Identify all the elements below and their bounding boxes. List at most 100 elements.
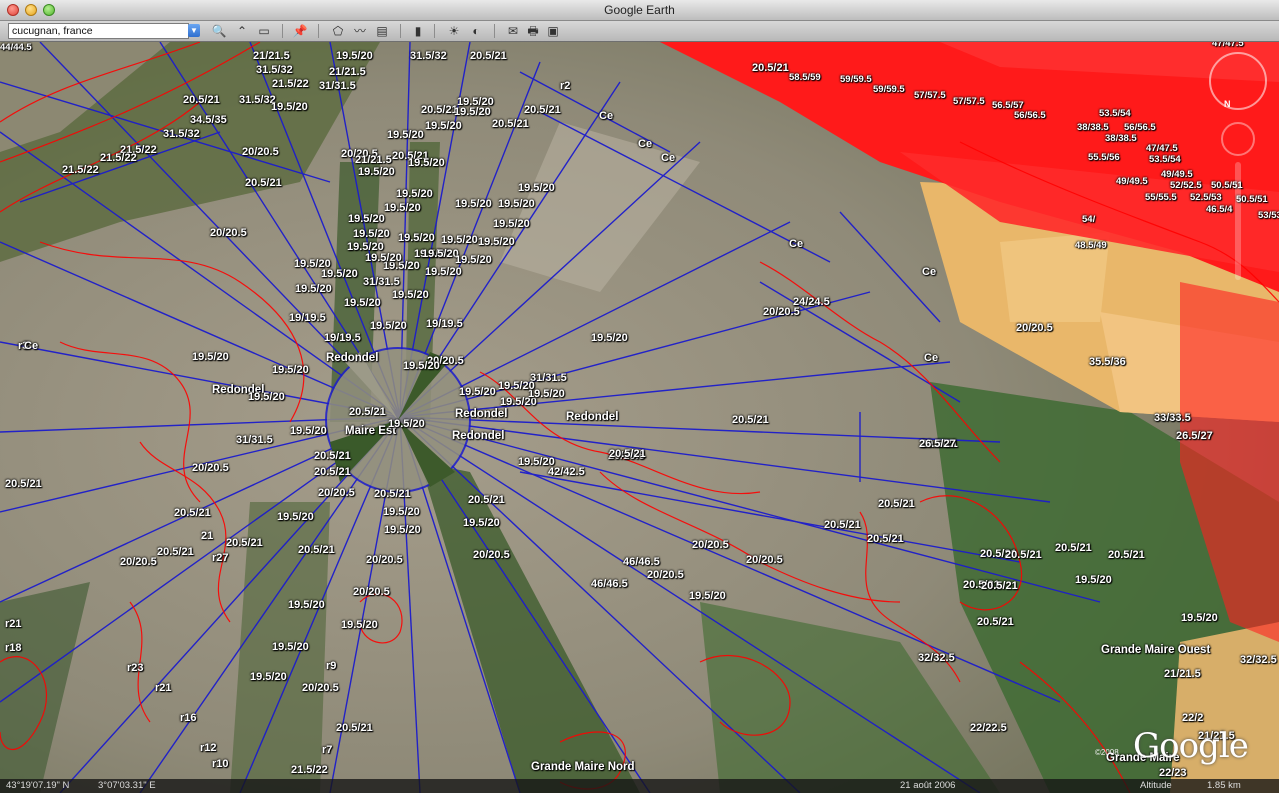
- parcel-label: 19/19.5: [289, 312, 326, 324]
- parcel-label: 22/23: [1159, 767, 1187, 779]
- parcel-label: 47/47.5: [1212, 42, 1244, 49]
- parcel-label: 55.5/56: [1088, 152, 1120, 163]
- google-logo: Google: [1133, 726, 1249, 766]
- parcel-label: 19.5/20: [396, 188, 433, 200]
- parcel-label: 52/52.5: [1170, 180, 1202, 191]
- parcel-label: 34.5/35: [190, 114, 227, 126]
- zoom-slider[interactable]: [1235, 162, 1241, 280]
- parcel-label: 20/20.5: [366, 554, 403, 566]
- parcel-label: 19.5/20: [365, 252, 402, 264]
- parcel-label: 20.5/21: [183, 94, 220, 106]
- parcel-label: 20/20.5: [318, 487, 355, 499]
- parcel-label: 42/42.5: [548, 466, 585, 478]
- parcel-label: Ce: [638, 138, 653, 150]
- look-joystick-icon[interactable]: [1221, 122, 1255, 156]
- parcel-label: 53.5/54: [1149, 154, 1181, 165]
- parcel-label: 31/31.5: [319, 80, 356, 92]
- parcel-label: 55/55.5: [1145, 192, 1177, 203]
- parcel-label: 22/2: [1182, 712, 1204, 724]
- toolbar-divider: [318, 24, 319, 38]
- print-button[interactable]: 🖶: [527, 24, 539, 38]
- parcel-label: 31.5/32: [410, 50, 447, 62]
- parcel-label: 20/20.5: [341, 148, 378, 160]
- parcel-label: 21/21.5: [1198, 730, 1235, 742]
- parcel-label: 20/20.5: [120, 556, 157, 568]
- ruler-button[interactable]: ▮: [414, 24, 422, 38]
- map-view[interactable]: 21/21.5 31.5/32 19.5/20 31.5/32 20.5/21 21.5/…: [0, 42, 1279, 793]
- view-in-maps-button[interactable]: ▣: [547, 24, 559, 38]
- parcel-label: Ce: [24, 340, 39, 352]
- place-name-label: Redondel: [212, 384, 265, 396]
- parcel-label: 19.5/20: [498, 198, 535, 210]
- sidebar-button[interactable]: ▭: [258, 24, 270, 38]
- parcel-label: 20.5/21: [470, 50, 507, 62]
- parcel-label: 19.5/20: [408, 157, 445, 169]
- path-button[interactable]: 〰: [353, 24, 366, 38]
- copyright-text: ©2008: [1095, 748, 1119, 757]
- compass-ring-icon[interactable]: [1209, 52, 1267, 110]
- imagery-date: 21 août 2006: [900, 780, 956, 791]
- parcel-label: 19/19.5: [426, 318, 463, 330]
- parcel-label: 53/53.5: [1258, 210, 1279, 221]
- close-icon[interactable]: [7, 4, 19, 16]
- email-button[interactable]: ✉: [507, 24, 519, 38]
- planets-button[interactable]: ◐: [472, 24, 480, 38]
- parcel-label: 19.5/20: [392, 289, 429, 301]
- parcel-label: 20.5/21: [732, 414, 769, 426]
- parcel-label: 20/20.5: [763, 306, 800, 318]
- toolbar-divider: [400, 24, 401, 38]
- parcel-label: 26.5/27: [919, 438, 956, 450]
- polygon-button[interactable]: ⬠: [332, 24, 344, 38]
- image-overlay-button[interactable]: ▤: [376, 24, 388, 38]
- parcel-label: r23: [127, 662, 144, 674]
- parcel-label: 33/33.5: [1154, 412, 1191, 424]
- parcel-label: 19.5/20: [384, 202, 421, 214]
- place-name-label: Redondel: [326, 352, 379, 364]
- zoom-icon[interactable]: [43, 4, 55, 16]
- parcel-label: 46/46.5: [591, 578, 628, 590]
- parcel-label: 20/20.5: [692, 539, 729, 551]
- parcel-label: 21.5/22: [100, 152, 137, 164]
- parcel-label: 19.5/20: [425, 120, 462, 132]
- search-dropdown-icon[interactable]: ▼: [188, 24, 200, 37]
- parcel-label: 19.5/20: [288, 599, 325, 611]
- caret-icon[interactable]: ⌃: [236, 24, 248, 38]
- parcel-label: r9: [326, 660, 337, 672]
- parcel-label: 19.5/20: [321, 268, 358, 280]
- parcel-label: 53.5/54: [1099, 108, 1131, 119]
- altitude-label: Altitude: [1140, 780, 1172, 791]
- placemark-button[interactable]: 📌: [292, 24, 308, 38]
- parcel-label: 32/32.5: [1240, 654, 1277, 666]
- parcel-label: 21.5/22: [291, 764, 328, 776]
- parcel-label: 20/20.5: [192, 462, 229, 474]
- parcel-label: 21/21.5: [355, 154, 392, 166]
- place-name-label: Redondel: [455, 408, 508, 420]
- parcel-label: 19.5/20: [493, 218, 530, 230]
- parcel-label: 20.5/21: [752, 62, 789, 74]
- parcel-label: 20.5/21: [921, 438, 958, 450]
- parcel-label: 44/44.5: [0, 42, 32, 53]
- parcel-label: 20/20.5: [353, 586, 390, 598]
- parcel-label: 20.5/21: [963, 579, 1000, 591]
- toolbar-divider: [282, 24, 283, 38]
- parcel-label: 21.5/22: [120, 144, 157, 156]
- parcel-label: 20.5/21: [824, 519, 861, 531]
- parcel-label: 21/21.5: [253, 50, 290, 62]
- search-input[interactable]: cucugnan, france: [8, 23, 189, 39]
- parcel-label: 19.5/20: [358, 166, 395, 178]
- parcel-label: 46.5/4: [1206, 204, 1233, 215]
- map-imagery: [0, 42, 1279, 793]
- parcel-label: 19.5/20: [591, 332, 628, 344]
- parcel-label: 20.5/21: [298, 544, 335, 556]
- parcel-label: 19.5/20: [370, 320, 407, 332]
- parcel-label: 56/56.5: [1124, 122, 1156, 133]
- parcel-label: 19.5/20: [1181, 612, 1218, 624]
- parcel-label: 19.5/20: [341, 619, 378, 631]
- parcel-label: 19.5/20: [383, 260, 420, 272]
- search-button[interactable]: 🔍: [211, 24, 227, 38]
- minimize-icon[interactable]: [25, 4, 37, 16]
- parcel-label: Ce: [789, 238, 804, 250]
- toolbar-divider: [494, 24, 495, 38]
- sunlight-button[interactable]: ☀: [448, 24, 460, 38]
- parcel-label: 20/20.5: [608, 450, 645, 462]
